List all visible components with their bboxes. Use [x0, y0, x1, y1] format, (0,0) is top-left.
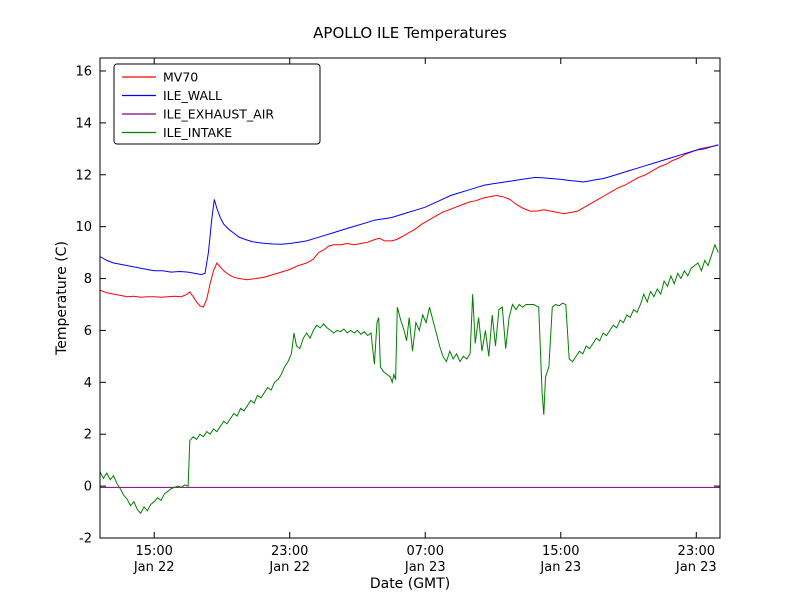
- legend-label: ILE_INTAKE: [163, 125, 232, 140]
- legend-item-ile_wall: ILE_WALL: [122, 88, 222, 103]
- y-tick-label: 4: [84, 376, 92, 391]
- y-tick-label: -2: [79, 532, 92, 547]
- x-axis-label: Date (GMT): [369, 576, 451, 592]
- y-tick-label: 6: [84, 324, 92, 339]
- axes-frame: [99, 57, 721, 539]
- y-axis-ticks: -2 0 2 4 6 8 10 12 14 16: [75, 64, 720, 547]
- legend-item-ile_exhaust_air: ILE_EXHAUST_AIR: [122, 107, 274, 122]
- series-line-ile_intake: [99, 243, 719, 515]
- y-tick-label: 14: [75, 116, 92, 131]
- y-tick-label: 2: [84, 428, 92, 443]
- x-tick-date-label: Jan 22: [133, 560, 175, 575]
- x-tick-time-label: 15:00: [542, 544, 579, 559]
- x-tick-time-label: 15:00: [135, 544, 172, 559]
- y-tick-label: 12: [75, 168, 92, 183]
- y-axis-label: Temperature (C): [54, 241, 70, 355]
- series-line-mv70: [99, 144, 719, 308]
- legend-item-mv70: MV70: [122, 70, 198, 85]
- x-tick-date-label: Jan 23: [675, 560, 717, 575]
- y-tick-label: 16: [75, 64, 92, 79]
- x-tick-time-label: 07:00: [407, 544, 444, 559]
- x-tick-date-label: Jan 23: [539, 560, 581, 575]
- series-line-ile_wall: [99, 144, 719, 276]
- legend: MV70 ILE_WALL ILE_EXHAUST_AIR ILE_INTAKE: [113, 63, 321, 145]
- legend-item-ile_intake: ILE_INTAKE: [122, 125, 232, 140]
- x-tick-date-label: Jan 23: [404, 560, 446, 575]
- x-tick-date-label: Jan 22: [268, 560, 310, 575]
- y-tick-label: 0: [84, 480, 92, 495]
- legend-label: ILE_WALL: [163, 88, 222, 103]
- x-tick-time-label: 23:00: [271, 544, 308, 559]
- chart-title: APOLLO ILE Temperatures: [313, 24, 507, 42]
- legend-box: [113, 63, 321, 145]
- y-tick-label: 8: [84, 272, 92, 287]
- y-tick-label: 10: [75, 220, 92, 235]
- legend-label: ILE_EXHAUST_AIR: [163, 107, 274, 122]
- legend-label: MV70: [163, 70, 198, 85]
- x-tick-time-label: 23:00: [678, 544, 715, 559]
